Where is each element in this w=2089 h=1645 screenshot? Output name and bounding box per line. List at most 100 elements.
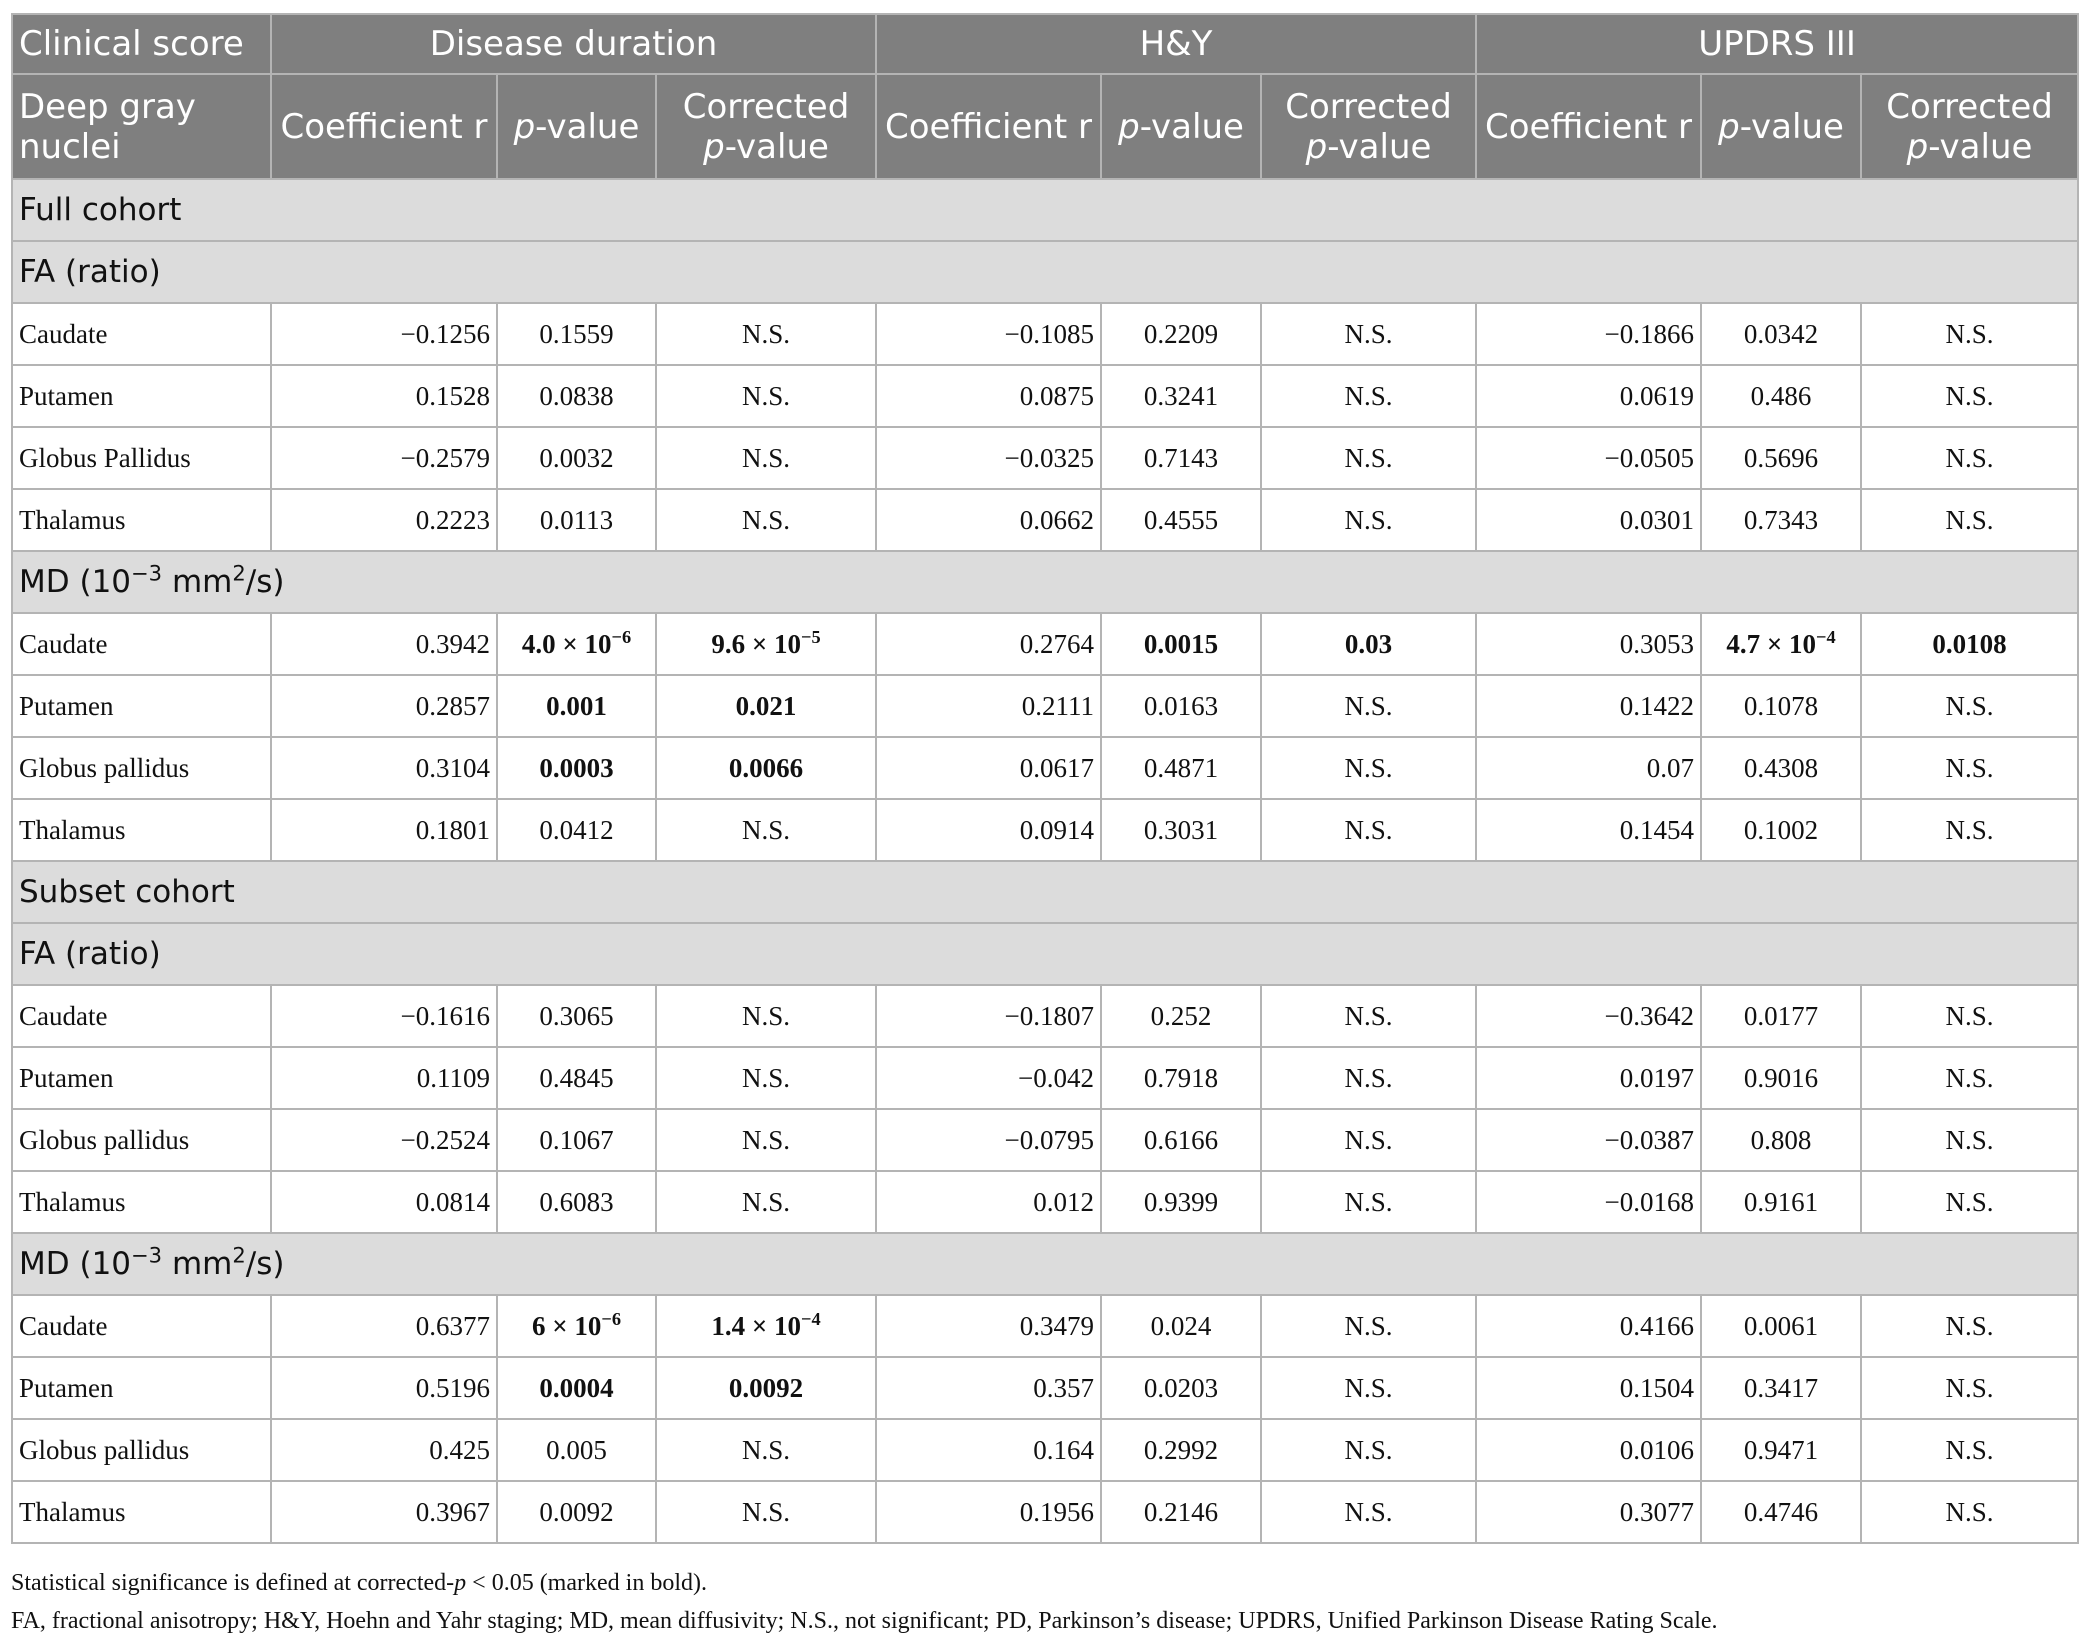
cell: −0.2579	[270, 426, 498, 490]
text-part: /s)	[245, 564, 285, 600]
cell: 0.0004	[496, 1356, 657, 1420]
cell: 0.1109	[270, 1046, 498, 1110]
cell: N.S.	[654, 426, 878, 490]
cell: N.S.	[1260, 426, 1478, 490]
cell: 0.021	[654, 674, 878, 738]
text-part: -value	[1739, 106, 1844, 147]
cell: 0.4308	[1700, 736, 1863, 800]
data-row: Caudate −0.1616 0.3065 N.S. −0.1807 0.252 N.S.…	[11, 984, 2080, 1048]
cell: 0.2764	[875, 612, 1103, 676]
row-label: Thalamus	[11, 488, 272, 552]
cell: 0.1956	[875, 1480, 1103, 1544]
cell: 0.3942	[270, 612, 498, 676]
data-row: Globus Pallidus −0.2579 0.0032 N.S. −0.0325 0…	[11, 426, 2080, 490]
section-title: Full cohort	[10, 178, 2080, 242]
cell: N.S.	[1860, 1170, 2080, 1234]
cell: 0.7918	[1100, 1046, 1263, 1110]
cell: 0.0092	[654, 1356, 878, 1420]
cell: 0.0032	[496, 426, 657, 490]
italic-text: p	[1118, 106, 1140, 147]
cell: N.S.	[1260, 1480, 1478, 1544]
cell: N.S.	[1260, 488, 1478, 552]
header-cell: Clinical score	[11, 13, 272, 75]
cell: N.S.	[654, 984, 878, 1048]
cell: 0.0015	[1100, 612, 1263, 676]
italic-text: p	[1305, 126, 1328, 167]
row-label: Putamen	[11, 674, 272, 738]
cell: 0.0092	[496, 1480, 657, 1544]
header-cell: Coefficient r	[1475, 73, 1703, 180]
cell: 0.5196	[270, 1356, 498, 1420]
cell: N.S.	[654, 798, 878, 862]
italic-text: p	[454, 1570, 467, 1596]
cell: 0.3241	[1100, 364, 1263, 428]
cell: 0.4555	[1100, 488, 1263, 552]
cell: 0.024	[1100, 1294, 1263, 1358]
group-row: MD (10−3 mm2/s)	[10, 1232, 2080, 1296]
text-part: 1.4 × 10	[711, 1310, 801, 1341]
cell: 0.4871	[1100, 736, 1263, 800]
cell: N.S.	[1260, 302, 1478, 366]
cell: 0.3031	[1100, 798, 1263, 862]
cell: N.S.	[1260, 1418, 1478, 1482]
cell: N.S.	[1860, 302, 2080, 366]
cell: 0.4746	[1700, 1480, 1863, 1544]
superscript: −3	[131, 1242, 163, 1268]
cell: N.S.	[1860, 1356, 2080, 1420]
cell: 0.1528	[270, 364, 498, 428]
data-row: Globus pallidus 0.3104 0.0003 0.0066 0.0617 0…	[11, 736, 2080, 800]
row-label: Thalamus	[11, 798, 272, 862]
cell: N.S.	[1860, 798, 2080, 862]
cell: 9.6 × 10−5	[654, 612, 878, 676]
cell: 0.3053	[1475, 612, 1703, 676]
text-part: -value	[1327, 126, 1432, 167]
cell: N.S.	[1860, 1294, 2080, 1358]
data-row: Globus pallidus 0.425 0.005 N.S. 0.164 0.2992…	[11, 1418, 2080, 1482]
text-part: -value	[535, 106, 640, 147]
cell: −0.0387	[1475, 1108, 1703, 1172]
cell: 0.0163	[1100, 674, 1263, 738]
data-row: Caudate 0.3942 4.0 × 10−6 9.6 × 10−5 0.2764 0…	[11, 612, 2080, 676]
cell: N.S.	[1860, 674, 2080, 738]
data-row: Globus pallidus −0.2524 0.1067 N.S. −0.0795 0…	[11, 1108, 2080, 1172]
data-row: Putamen 0.2857 0.001 0.021 0.2111 0.0163 N.S. 0…	[11, 674, 2080, 738]
cell: −0.0325	[875, 426, 1103, 490]
cell: 0.0113	[496, 488, 657, 552]
group-title: FA (ratio)	[10, 240, 2080, 304]
cell: 0.9471	[1700, 1418, 1863, 1482]
data-row: Thalamus 0.2223 0.0113 N.S. 0.0662 0.4555 N.S.…	[11, 488, 2080, 552]
cell: 0.0203	[1100, 1356, 1263, 1420]
cell: 0.0106	[1475, 1418, 1703, 1482]
group-title: MD (10−3 mm2/s)	[10, 550, 2080, 614]
data-row: Thalamus 0.3967 0.0092 N.S. 0.1956 0.2146 N.S.…	[11, 1480, 2080, 1544]
header-row: Clinical score Disease duration H&Y UPDRS I…	[11, 13, 2080, 75]
text-part: Statistical significance is defined at c…	[11, 1570, 455, 1596]
cell: 0.486	[1700, 364, 1863, 428]
group-row: MD (10−3 mm2/s)	[10, 550, 2080, 614]
cell: −0.3642	[1475, 984, 1703, 1048]
cell: 0.252	[1100, 984, 1263, 1048]
cell: N.S.	[1860, 1108, 2080, 1172]
cell: 0.0003	[496, 736, 657, 800]
cell: 1.4 × 10−4	[654, 1294, 878, 1358]
cell: N.S.	[654, 488, 878, 552]
cell: 0.0342	[1700, 302, 1863, 366]
text-part: 6 × 10	[531, 1310, 602, 1341]
cell: −0.1866	[1475, 302, 1703, 366]
cell: 0.0662	[875, 488, 1103, 552]
cell: N.S.	[1860, 984, 2080, 1048]
cell: N.S.	[1260, 984, 1478, 1048]
data-row: Putamen 0.1528 0.0838 N.S. 0.0875 0.3241 N.S. 0…	[11, 364, 2080, 428]
cell: N.S.	[1860, 488, 2080, 552]
cell: 0.2992	[1100, 1418, 1263, 1482]
row-label: Caudate	[11, 302, 272, 366]
cell: 0.3479	[875, 1294, 1103, 1358]
cell: 0.3417	[1700, 1356, 1863, 1420]
header-row: Deep gray nuclei Coefficient r p-value Corr…	[11, 73, 2080, 180]
cell: −0.0795	[875, 1108, 1103, 1172]
cell: 0.9161	[1700, 1170, 1863, 1234]
cell: 0.0617	[875, 736, 1103, 800]
cell: N.S.	[654, 302, 878, 366]
text-part: -value	[1139, 106, 1244, 147]
